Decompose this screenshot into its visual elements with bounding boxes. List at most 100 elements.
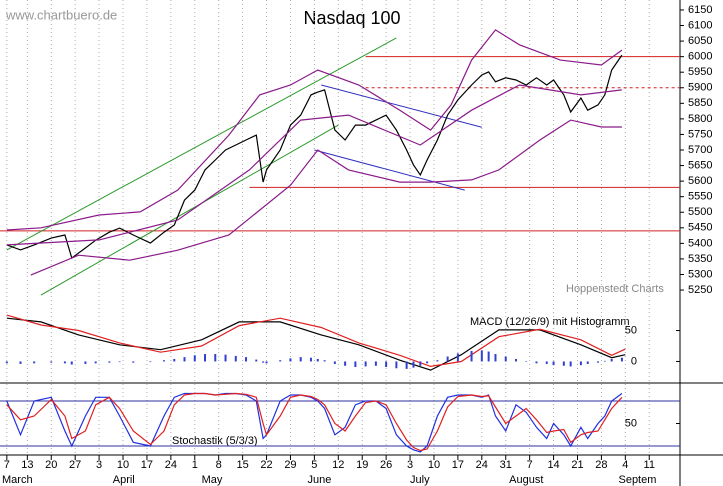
month-label: August: [509, 474, 543, 486]
trend-line: [314, 149, 465, 191]
histogram-bar: [412, 361, 415, 368]
histogram-bar: [426, 361, 429, 364]
trend-line: [40, 124, 339, 296]
x-tick-label: 24: [165, 459, 177, 471]
histogram-bar: [596, 361, 599, 363]
x-tick-label: 10: [428, 459, 440, 471]
y-tick-label: 5350: [688, 253, 712, 265]
histogram-bar: [33, 361, 36, 364]
x-tick-label: 3: [96, 459, 102, 471]
histogram-bar: [309, 357, 312, 362]
x-tick-label: 13: [21, 459, 33, 471]
x-tick-label: 12: [332, 459, 344, 471]
histogram-bar: [344, 361, 347, 366]
series-line: [30, 119, 622, 276]
month-label: Septem: [618, 474, 656, 486]
y-tick-label: 5400: [688, 237, 712, 249]
month-label: March: [2, 474, 33, 486]
x-tick-label: 4: [622, 459, 628, 471]
y-tick-label: 5250: [688, 284, 712, 296]
y-tick-label: 5650: [688, 159, 712, 171]
histogram-bar: [569, 361, 572, 367]
series-line: [6, 29, 623, 231]
x-tick-label: 5: [311, 459, 317, 471]
histogram-bar: [514, 358, 517, 362]
histogram-bar: [603, 360, 606, 362]
histogram-bar: [562, 361, 565, 366]
histogram-bar: [183, 357, 186, 362]
y-tick-label: 6150: [688, 4, 712, 16]
y-tick-label: 5550: [688, 191, 712, 203]
x-tick-label: 22: [260, 459, 272, 471]
histogram-bar: [84, 361, 87, 364]
y-tick-label: 6100: [688, 19, 712, 31]
trend-line: [6, 37, 397, 251]
histogram-bar: [255, 359, 258, 362]
histogram-bar: [193, 355, 196, 362]
x-tick-label: 15: [236, 459, 248, 471]
histogram-bar: [289, 358, 292, 362]
histogram-bar: [214, 354, 217, 362]
x-tick-label: 20: [45, 459, 57, 471]
histogram-bar: [405, 361, 408, 369]
x-tick-label: 27: [69, 459, 81, 471]
y-tick-label: 5600: [688, 175, 712, 187]
histogram-bar: [108, 361, 111, 363]
histogram-bar: [494, 354, 497, 362]
y-tick-label: 5450: [688, 222, 712, 234]
series-line: [6, 317, 626, 371]
series-line: [6, 314, 626, 368]
y-tick-label: 6000: [688, 51, 712, 63]
month-label: April: [113, 474, 135, 486]
stochastic-label: Stochastik (5/3/3): [172, 435, 258, 447]
histogram-bar: [149, 361, 152, 363]
histogram-bar: [19, 361, 22, 364]
series-line: [6, 54, 623, 259]
series-line: [6, 392, 623, 453]
x-tick-label: 17: [141, 459, 153, 471]
histogram-bar: [5, 361, 8, 364]
histogram-bar: [63, 361, 66, 364]
histogram-bar: [316, 358, 319, 362]
panel: [0, 392, 680, 453]
histogram-bar: [245, 357, 248, 362]
histogram-bar: [579, 361, 582, 366]
histogram-bar: [535, 361, 538, 364]
month-label: July: [410, 474, 430, 486]
x-tick-label: 24: [476, 459, 488, 471]
histogram-bar: [364, 361, 367, 367]
histogram-bar: [234, 355, 237, 362]
x-tick-label: 7: [4, 459, 10, 471]
x-tick-label: 21: [571, 459, 583, 471]
histogram-bar: [279, 360, 282, 362]
month-label: May: [202, 474, 223, 486]
x-tick-label: 8: [216, 459, 222, 471]
histogram-bar: [610, 358, 613, 362]
histogram-bar: [70, 361, 73, 365]
series-line: [6, 84, 622, 246]
x-tick-label: 28: [595, 459, 607, 471]
histogram-bar: [132, 361, 135, 363]
histogram-bar: [487, 351, 490, 362]
y-tick-label: 5300: [688, 268, 712, 280]
y-tick-label: 5700: [688, 144, 712, 156]
macd-label: MACD (12/26/9) mit Histogramm: [470, 316, 630, 328]
x-tick-label: 7: [527, 459, 533, 471]
y-tick-label: 0: [631, 355, 637, 367]
month-label: June: [308, 474, 332, 486]
histogram-bar: [299, 357, 302, 362]
x-tick-label: 26: [380, 459, 392, 471]
source-label: Hoppenstedt Charts: [566, 283, 664, 295]
histogram-bar: [586, 361, 589, 364]
x-tick-label: 14: [547, 459, 559, 471]
histogram-bar: [173, 358, 176, 362]
histogram-bar: [446, 356, 449, 362]
y-tick-label: 5500: [688, 206, 712, 218]
watermark: www.chartbuero.de: [5, 7, 117, 22]
x-tick-label: 3: [407, 459, 413, 471]
histogram-bar: [265, 361, 268, 364]
y-tick-label: 5900: [688, 82, 712, 94]
chart-title: Nasdaq 100: [303, 8, 400, 28]
